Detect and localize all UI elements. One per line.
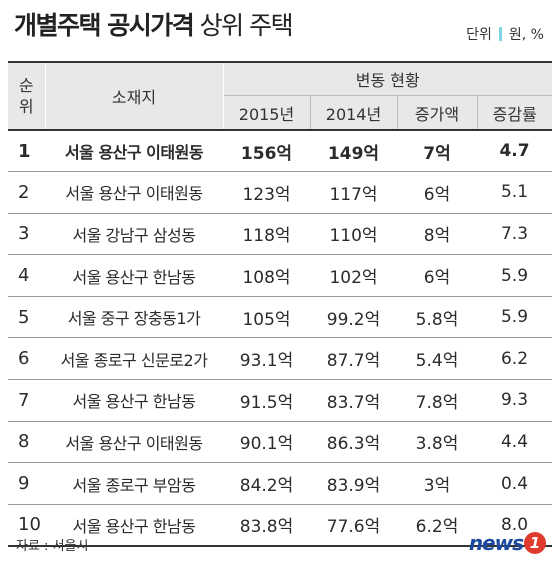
unit-label: 단위 원, % [466, 24, 544, 44]
price-2015-cell: 108억 [242, 268, 291, 289]
table-row: 8 서울 용산구 이태원동 90.1억 86.3억 3.8억 4.4 [8, 421, 553, 463]
price-2014-cell: 149억 [327, 143, 380, 164]
rank-cell: 9 [18, 473, 30, 495]
location-header: 소재지 [45, 62, 224, 130]
increase-amount-cell: 8억 [423, 226, 451, 247]
increase-rate-cell: 5.9 [500, 265, 529, 286]
rank-cell: 7 [18, 389, 30, 411]
increase-rate-cell: 7.3 [500, 223, 529, 244]
increase-amount-cell: 3억 [423, 476, 451, 497]
table-row: 6 서울 종로구 신문로2가 93.1억 87.7억 5.4억 6.2 [8, 338, 553, 380]
location-cell: 서울 용산구 이태원동 [65, 184, 203, 204]
increase-amount-cell: 6억 [423, 268, 451, 289]
rank-cell: 2 [18, 181, 30, 203]
increase-rate-cell: 5.9 [500, 307, 529, 328]
increase-amount-cell: 3.8억 [415, 434, 459, 455]
price-2014-cell: 83.7억 [326, 392, 381, 413]
price-2014-cell: 86.3억 [326, 434, 381, 455]
unit-right: 원, % [508, 27, 544, 43]
table-row: 10 서울 용산구 한남동 83.8억 77.6억 6.2억 8.0 [8, 504, 553, 546]
table-row: 5 서울 중구 장충동1가 105억 99.2억 5.8억 5.9 [8, 296, 553, 338]
price-2015-cell: 105억 [242, 309, 291, 330]
rank-cell: 5 [18, 306, 30, 328]
location-cell: 서울 용산구 이태원동 [65, 433, 203, 453]
price-2014-cell: 102억 [329, 268, 378, 289]
rank-cell: 6 [18, 348, 30, 370]
location-cell: 서울 종로구 신문로2가 [60, 350, 208, 370]
increase-amount-cell: 6억 [423, 184, 451, 205]
location-cell: 서울 중구 장충동1가 [67, 309, 201, 329]
table-row: 4 서울 용산구 한남동 108억 102억 6억 5.9 [8, 255, 553, 297]
source-note: 자료 : 서울시 [16, 539, 89, 554]
increase-amount-cell: 6.2억 [415, 517, 459, 538]
increase-rate-cell: 0.4 [500, 473, 529, 494]
table-row: 2 서울 용산구 이태원동 123억 117억 6억 5.1 [8, 172, 553, 214]
price-2014-cell: 117억 [329, 184, 378, 205]
table-body: 1 서울 용산구 이태원동 156억 149억 7억 4.7 2 서울 용산구 이태원동 123… [8, 130, 553, 546]
increase-rate-cell: 8.0 [500, 514, 529, 535]
increase-amount-cell: 5.8억 [415, 309, 459, 330]
price-2015-cell: 84.2억 [239, 476, 294, 497]
location-cell: 서울 강남구 삼성동 [72, 225, 196, 245]
location-cell: 서울 용산구 한남동 [72, 516, 196, 536]
rank-cell: 4 [18, 265, 30, 287]
increase-rate-header: 증감률 [477, 95, 553, 130]
price-2014-cell: 87.7억 [326, 351, 381, 372]
location-cell: 서울 용산구 이태원동 [64, 143, 204, 163]
title-light: 상위 주택 [199, 11, 294, 40]
logo-text: news [468, 531, 524, 555]
location-cell: 서울 용산구 한남동 [72, 392, 196, 412]
news1-logo: news 1 [469, 531, 546, 555]
table-row: 3 서울 강남구 삼성동 118억 110억 8억 7.3 [8, 213, 553, 255]
logo-mark-icon: 1 [524, 532, 546, 554]
title-bold: 개별주택 공시가격 [14, 11, 195, 40]
table-row: 1 서울 용산구 이태원동 156억 149억 7억 4.7 [8, 130, 553, 172]
price-2015-cell: 90.1억 [239, 434, 294, 455]
increase-rate-cell: 9.3 [500, 390, 529, 411]
unit-divider [498, 27, 502, 41]
increase-rate-cell: 5.1 [500, 182, 529, 203]
increase-amount-cell: 5.4억 [415, 351, 459, 372]
price-2014-cell: 77.6억 [326, 517, 381, 538]
price-2014-cell: 99.2억 [326, 309, 381, 330]
price-2014-cell: 83.9억 [326, 476, 381, 497]
price-2015-cell: 83.8억 [239, 517, 294, 538]
increase-rate-cell: 4.7 [499, 141, 530, 162]
price-2015-cell: 118억 [242, 226, 291, 247]
increase-rate-cell: 6.2 [500, 348, 529, 369]
col-2015-header: 2015년 [223, 95, 311, 130]
rank-cell: 8 [18, 431, 30, 453]
increase-rate-cell: 4.4 [500, 431, 529, 452]
increase-amount-cell: 7억 [423, 143, 451, 164]
table-row: 9 서울 종로구 부암동 84.2억 83.9억 3억 0.4 [8, 463, 553, 505]
price-2014-cell: 110억 [329, 226, 378, 247]
change-group-header: 변동 현황 [223, 62, 553, 96]
unit-left: 단위 [466, 27, 492, 43]
location-cell: 서울 용산구 한남동 [72, 267, 196, 287]
rank-cell: 3 [18, 223, 30, 245]
rank-cell: 10 [18, 514, 41, 536]
price-2015-cell: 93.1억 [239, 351, 294, 372]
increase-amount-header: 증가액 [397, 95, 478, 130]
col-2014-header: 2014년 [310, 95, 398, 130]
increase-amount-cell: 7.8억 [415, 392, 459, 413]
price-2015-cell: 91.5억 [239, 392, 294, 413]
table-row: 7 서울 용산구 한남동 91.5억 83.7억 7.8억 9.3 [8, 380, 553, 422]
price-2015-cell: 156억 [240, 143, 293, 164]
rank-cell: 1 [18, 140, 31, 162]
location-cell: 서울 종로구 부암동 [72, 475, 196, 495]
price-2015-cell: 123억 [242, 184, 291, 205]
page-title: 개별주택 공시가격 상위 주택 [14, 6, 294, 42]
